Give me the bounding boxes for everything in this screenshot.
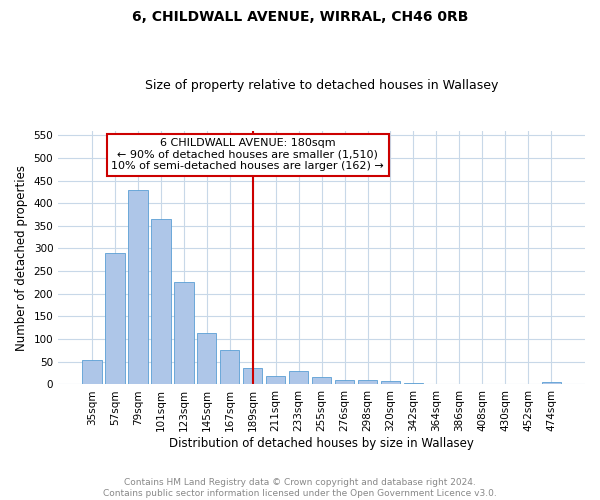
Bar <box>174 282 194 384</box>
Bar <box>197 333 217 384</box>
Text: 6, CHILDWALL AVENUE, WIRRAL, CH46 0RB: 6, CHILDWALL AVENUE, WIRRAL, CH46 0RB <box>132 10 468 24</box>
Bar <box>542 382 561 384</box>
Bar <box>243 368 262 384</box>
Bar <box>128 190 148 384</box>
Bar <box>105 253 125 384</box>
Bar <box>381 381 400 384</box>
Bar <box>220 350 239 384</box>
Title: Size of property relative to detached houses in Wallasey: Size of property relative to detached ho… <box>145 79 498 92</box>
X-axis label: Distribution of detached houses by size in Wallasey: Distribution of detached houses by size … <box>169 437 474 450</box>
Bar <box>404 382 423 384</box>
Bar <box>358 380 377 384</box>
Bar <box>151 219 170 384</box>
Bar <box>266 376 286 384</box>
Bar <box>312 377 331 384</box>
Bar <box>82 360 101 384</box>
Text: Contains HM Land Registry data © Crown copyright and database right 2024.
Contai: Contains HM Land Registry data © Crown c… <box>103 478 497 498</box>
Text: 6 CHILDWALL AVENUE: 180sqm
← 90% of detached houses are smaller (1,510)
10% of s: 6 CHILDWALL AVENUE: 180sqm ← 90% of deta… <box>112 138 384 172</box>
Bar <box>289 372 308 384</box>
Y-axis label: Number of detached properties: Number of detached properties <box>15 164 28 350</box>
Bar <box>335 380 355 384</box>
